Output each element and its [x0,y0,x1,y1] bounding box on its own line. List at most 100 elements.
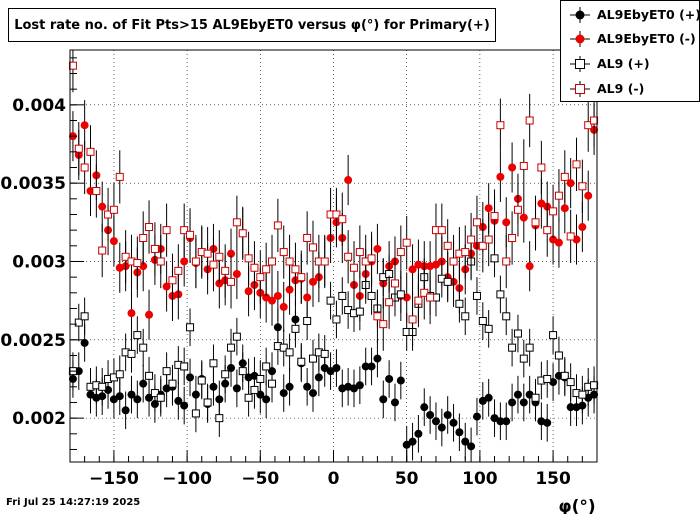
data-point [139,233,148,242]
legend-marker-filled-red [570,31,590,47]
data-point [373,312,382,321]
data-point [309,243,318,252]
data-point [338,215,347,224]
data-point [443,277,452,286]
data-point [109,395,118,404]
data-point [513,390,522,399]
data-point [543,226,552,235]
data-point [314,373,323,382]
data-point [379,395,388,404]
data-point [478,396,487,405]
data-point [150,389,159,398]
data-point [250,385,259,394]
data-point [244,393,253,402]
x-tick-label: −100 [162,469,212,489]
data-point [496,172,505,181]
data-point [203,398,212,407]
data-point [303,382,312,391]
data-point [332,210,341,219]
x-tick-label: 50 [395,469,419,489]
data-point [285,257,294,266]
data-point [232,218,241,227]
data-point [256,374,265,383]
data-point [496,417,505,426]
data-point [133,259,142,268]
data-point [156,393,165,402]
data-point [262,293,271,302]
data-point [127,349,136,358]
data-point [162,226,171,235]
data-point [355,381,364,390]
data-point [279,389,288,398]
legend-label: AL9 (-) [597,81,645,96]
y-tick-label: 0.004 [12,96,66,116]
data-point [426,293,435,302]
data-point [209,382,218,391]
data-point [543,374,552,383]
legend-marker-open-red [570,81,590,97]
x-tick-label: 150 [535,469,571,489]
x-tick-label: −150 [89,469,139,489]
data-point [273,221,282,230]
data-point [104,210,113,219]
data-point [502,417,511,426]
data-point [490,414,499,423]
data-point [461,312,470,321]
data-point [109,205,118,214]
data-point [262,362,271,371]
data-point [578,223,587,232]
data-point [554,238,563,247]
data-point [344,252,353,261]
data-point [98,246,107,255]
data-point [390,279,399,288]
data-point [74,318,83,327]
data-point [273,291,282,300]
data-point [472,218,481,227]
data-point [385,374,394,383]
data-point [139,379,148,388]
data-point [367,254,376,263]
data-point [549,235,558,244]
data-point [566,179,575,188]
data-point [227,249,236,258]
data-point [379,320,388,329]
data-point [361,362,370,371]
data-point [502,257,511,266]
data-point [554,351,563,360]
data-point [420,288,429,297]
data-point [414,429,423,438]
data-point [145,371,154,380]
data-point [326,296,335,305]
grid-lines [70,50,597,462]
data-point [285,382,294,391]
data-point [162,282,171,291]
data-point [168,276,177,285]
data-point [431,417,440,426]
data-point [443,241,452,250]
data-point [385,298,394,307]
data-point [268,296,277,305]
data-point [373,354,382,363]
data-point [502,218,511,227]
data-point [484,393,493,402]
data-point [203,249,212,258]
data-point [180,362,189,371]
data-point [215,252,224,261]
data-point [396,376,405,385]
data-point [98,202,107,211]
data-point [566,232,575,241]
data-point [508,163,517,172]
data-point [74,144,83,153]
data-point [537,163,546,172]
data-point [115,172,124,181]
data-point [490,212,499,221]
data-point [309,389,318,398]
data-point [549,331,558,340]
data-point [297,273,306,282]
data-point [408,265,417,274]
data-point [285,348,294,357]
data-point [484,204,493,213]
data-point [519,354,528,363]
data-point [584,121,593,130]
